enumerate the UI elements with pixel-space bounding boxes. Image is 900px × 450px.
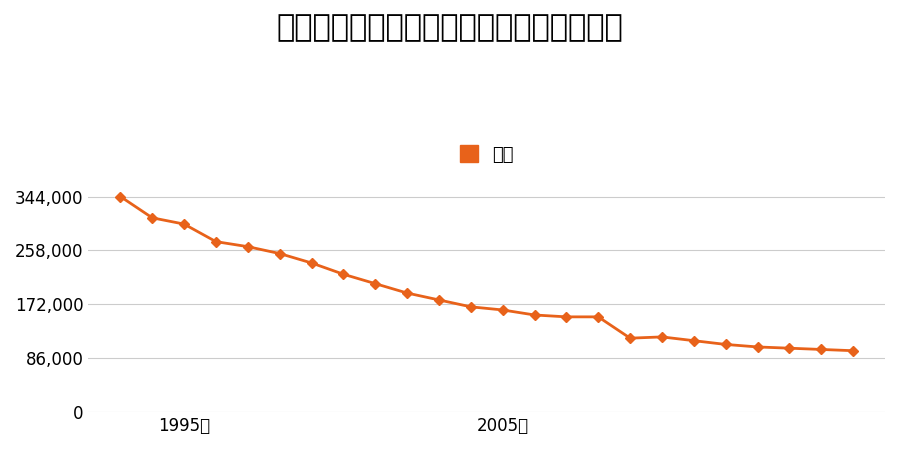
価格: [434, 297, 445, 303]
価格: [274, 251, 285, 256]
価格: [561, 314, 572, 319]
価格: [593, 314, 604, 319]
価格: [720, 342, 731, 347]
価格: [370, 281, 381, 286]
価格: [306, 260, 317, 265]
価格: [688, 338, 699, 343]
価格: [465, 304, 476, 310]
Line: 価格: 価格: [117, 193, 857, 354]
価格: [211, 239, 221, 244]
Legend: 価格: 価格: [453, 138, 521, 171]
価格: [179, 221, 190, 227]
価格: [147, 215, 158, 220]
価格: [115, 194, 126, 199]
価格: [752, 344, 763, 350]
価格: [242, 244, 253, 249]
価格: [784, 346, 795, 351]
価格: [657, 334, 668, 340]
価格: [816, 347, 827, 352]
Text: 千葉県松戸市稔台字６４１番外の地価推移: 千葉県松戸市稔台字６４１番外の地価推移: [276, 14, 624, 42]
価格: [401, 290, 412, 296]
価格: [338, 271, 349, 277]
価格: [498, 307, 508, 313]
価格: [529, 312, 540, 318]
価格: [848, 348, 859, 353]
価格: [625, 335, 635, 341]
